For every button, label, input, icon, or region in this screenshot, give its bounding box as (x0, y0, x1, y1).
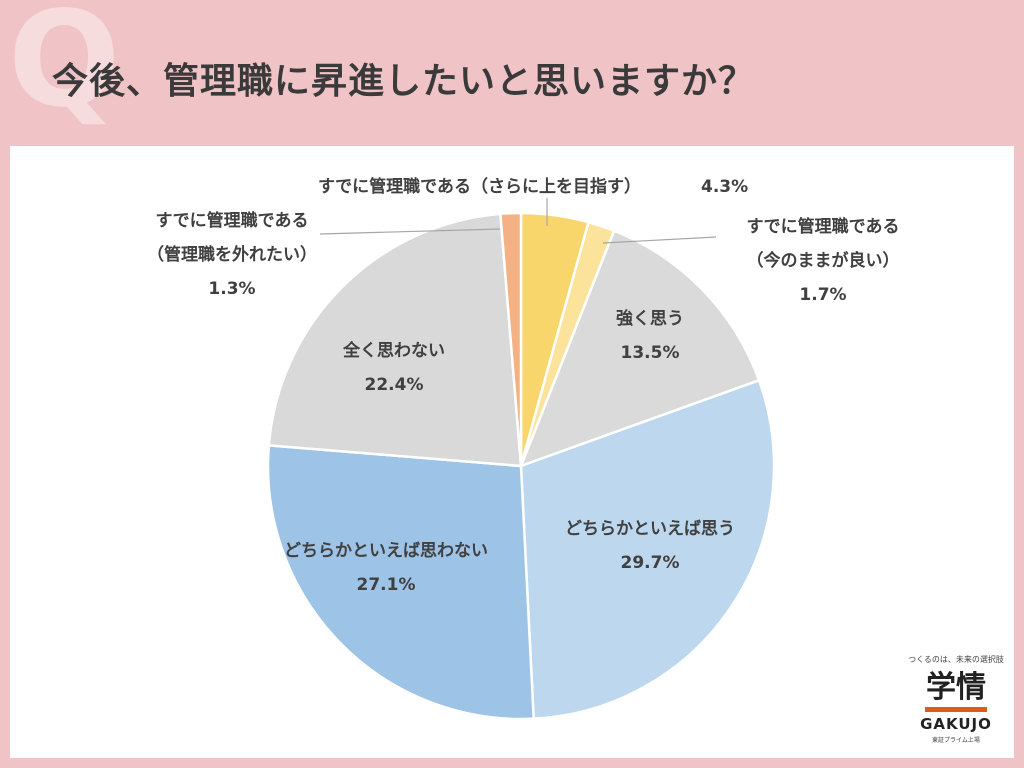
logo-tagline: つくるのは、未来の選択肢 (908, 655, 1004, 664)
slice-label: （管理職を外れたい） (147, 244, 317, 265)
slice-value-label: 1.3% (208, 279, 255, 299)
slice-value-label: 22.4% (365, 375, 424, 395)
pie-slice (266, 444, 536, 721)
slice-value-label: 1.7% (799, 285, 846, 305)
slice-value-label: 27.1% (357, 575, 416, 595)
slice-label: すでに管理職である（さらに上を目指す） (318, 176, 641, 197)
logo-bar (925, 707, 987, 712)
q-decoration: Q (8, 0, 121, 137)
logo-subtext: 東証プライム上場 (932, 737, 980, 744)
pie-slice (518, 229, 761, 469)
gakujo-logo: つくるのは、未来の選択肢 学情 GAKUJO 東証プライム上場 (906, 654, 1006, 744)
slice-label: 全く思わない (342, 340, 445, 361)
slice-value-label: 13.5% (621, 343, 680, 363)
leader-line (602, 236, 717, 244)
slice-label: （今のままが良い） (747, 250, 900, 271)
slice-label: すでに管理職である (156, 210, 309, 231)
logo-main-text: 学情 (926, 670, 986, 705)
slice-label: どちらかといえば思う (565, 519, 735, 539)
pie-labels: すでに管理職である（さらに上を目指す） 4.3% すでに管理職である （今のままが良い… (147, 176, 900, 595)
slice-label: 強く思う (616, 308, 684, 329)
pie-slice (519, 378, 776, 720)
pie-slice (267, 212, 523, 468)
slice-value-label: 29.7% (621, 553, 680, 573)
page-title: 今後、管理職に昇進したいと思いますか？ (52, 61, 756, 102)
slice-label: すでに管理職である (747, 216, 900, 237)
chart-panel: すでに管理職である（さらに上を目指す） 4.3% すでに管理職である （今のままが良い… (10, 146, 1014, 758)
pie-chart: すでに管理職である（さらに上を目指す） 4.3% すでに管理職である （今のままが良い… (147, 176, 900, 721)
logo-en-text: GAKUJO (920, 715, 992, 733)
slice-value-label: 4.3% (701, 177, 748, 197)
pie-slice (499, 211, 523, 467)
leader-line (319, 228, 501, 235)
slice-label: どちらかといえば思わない (284, 541, 488, 561)
pie-slices (266, 211, 776, 721)
